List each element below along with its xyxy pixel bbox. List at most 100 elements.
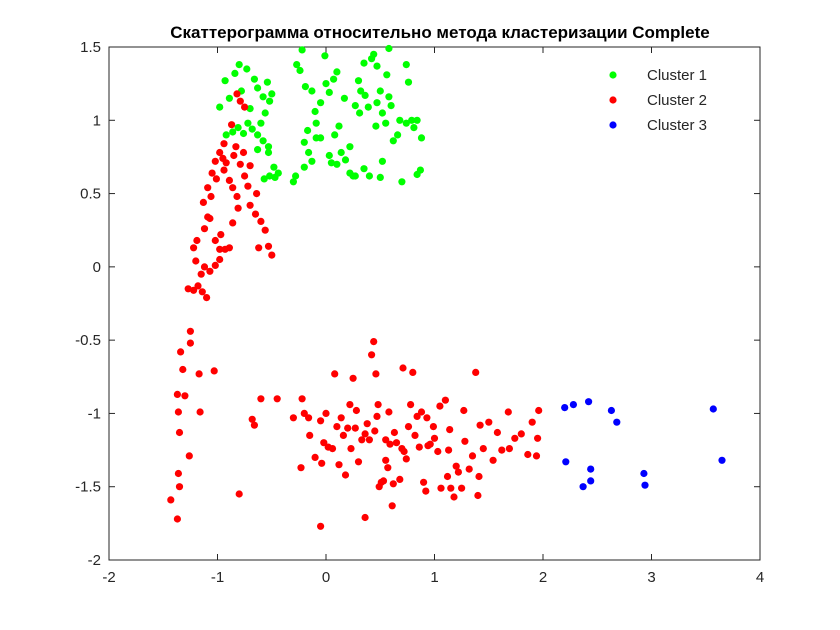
data-point: [398, 178, 406, 186]
data-point: [485, 418, 493, 426]
y-tick-label: 0: [93, 259, 101, 276]
data-point: [197, 270, 205, 278]
data-point: [254, 84, 262, 92]
data-point: [479, 445, 487, 453]
series-3: [561, 398, 726, 491]
data-point: [417, 408, 426, 416]
data-point: [402, 119, 410, 127]
data-point: [429, 423, 437, 431]
data-point: [311, 453, 319, 461]
data-point: [340, 94, 348, 102]
data-point: [535, 406, 543, 415]
data-point: [235, 61, 243, 69]
data-point: [376, 87, 384, 95]
data-point: [408, 116, 416, 124]
data-point: [241, 103, 249, 111]
data-point: [447, 484, 455, 492]
legend-marker: [609, 121, 617, 129]
data-point: [373, 412, 381, 420]
data-point: [194, 282, 202, 290]
data-point: [331, 370, 339, 378]
data-point: [301, 83, 309, 91]
data-point: [382, 119, 390, 127]
data-point: [357, 87, 365, 95]
data-point: [371, 427, 379, 435]
data-point: [349, 374, 357, 382]
data-point: [365, 436, 373, 444]
data-point: [210, 367, 218, 375]
data-point: [426, 440, 434, 448]
data-point: [225, 176, 233, 184]
data-point: [454, 468, 462, 476]
data-point: [361, 91, 369, 99]
data-point: [222, 131, 230, 139]
y-tick-label: -0.5: [75, 332, 101, 349]
data-point: [327, 159, 335, 167]
data-point: [358, 436, 366, 444]
data-point: [504, 408, 512, 416]
data-point: [192, 257, 200, 265]
data-point: [273, 395, 281, 403]
data-point: [325, 88, 333, 96]
data-point: [244, 119, 252, 127]
data-point: [268, 251, 276, 259]
y-tick-label: -1: [88, 405, 101, 422]
data-point: [217, 231, 225, 239]
data-point: [378, 157, 386, 165]
data-point: [389, 480, 397, 488]
data-point: [420, 478, 428, 486]
data-point: [436, 402, 444, 410]
data-point: [248, 415, 256, 423]
data-point: [331, 131, 339, 139]
data-point: [346, 401, 354, 409]
data-point: [468, 452, 477, 460]
data-point: [317, 522, 325, 530]
data-point: [196, 408, 204, 416]
data-point: [186, 339, 194, 347]
data-point: [460, 406, 468, 415]
data-point: [328, 445, 337, 453]
data-point: [383, 71, 391, 79]
data-point: [186, 327, 194, 335]
y-tick-label: 1.5: [80, 39, 101, 56]
data-point: [392, 439, 401, 447]
data-point: [293, 61, 301, 69]
y-tick-label: -1.5: [75, 479, 101, 496]
data-point: [243, 65, 251, 73]
data-point: [236, 97, 244, 105]
data-point: [585, 398, 593, 406]
data-point: [423, 414, 431, 422]
data-point: [532, 452, 541, 460]
data-point: [382, 456, 390, 464]
data-point: [190, 244, 198, 252]
data-point: [641, 481, 649, 489]
data-point: [292, 172, 300, 180]
data-point: [373, 62, 381, 70]
data-point: [322, 409, 330, 417]
data-point: [330, 75, 338, 83]
data-point: [709, 405, 717, 413]
data-point: [385, 408, 393, 416]
data-point: [352, 406, 360, 415]
data-point: [211, 236, 219, 245]
data-point: [476, 421, 484, 429]
data-point: [174, 469, 182, 478]
data-point: [465, 465, 473, 473]
data-point: [372, 370, 380, 378]
data-point: [411, 431, 419, 439]
data-point: [199, 198, 207, 206]
data-point: [220, 140, 228, 148]
data-point: [173, 515, 181, 523]
data-point: [300, 409, 308, 417]
data-point: [297, 464, 305, 472]
data-point: [370, 50, 378, 58]
data-point: [337, 148, 345, 157]
data-point: [341, 471, 350, 479]
data-point: [175, 428, 184, 437]
data-point: [475, 472, 483, 481]
data-point: [225, 94, 233, 102]
data-point: [354, 458, 363, 466]
data-point: [346, 143, 354, 151]
data-point: [266, 97, 274, 105]
